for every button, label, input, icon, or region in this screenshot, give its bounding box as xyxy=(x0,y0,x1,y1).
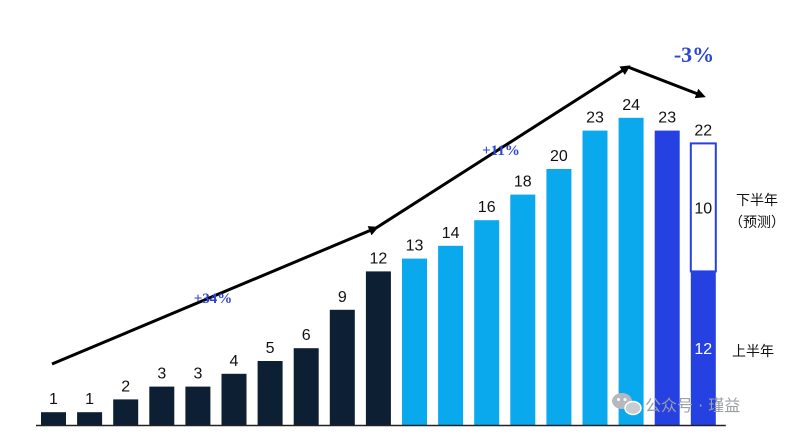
watermark: 公众号 · 瑾益 xyxy=(612,393,740,416)
growth-label-11: +11% xyxy=(482,143,520,159)
bar-value-label: 24 xyxy=(622,97,640,114)
segment-value-label: 12 xyxy=(694,341,712,358)
bar-value-label: 3 xyxy=(193,366,202,383)
bar-value-label: 14 xyxy=(442,225,460,242)
bar-value-label: 12 xyxy=(370,250,388,267)
bar xyxy=(402,258,427,425)
bar-value-label: 2 xyxy=(121,378,130,395)
bar xyxy=(257,361,283,425)
bar-value-label: 5 xyxy=(266,340,275,357)
growth-label-34: +34% xyxy=(194,291,233,307)
bar-value-label: 1 xyxy=(85,391,94,408)
growth-arrow-1 xyxy=(51,226,379,366)
wechat-icon xyxy=(612,393,642,416)
bar xyxy=(546,169,572,425)
second-half-label-line2: （预测） xyxy=(729,215,785,231)
bar xyxy=(185,386,211,425)
bar xyxy=(293,348,319,425)
bar-value-label: 23 xyxy=(658,110,676,127)
bar xyxy=(77,412,103,425)
bar xyxy=(41,412,66,425)
bar-value-label: 9 xyxy=(338,289,347,306)
bar xyxy=(618,117,644,426)
bar xyxy=(438,245,464,425)
bar-value-label: 1 xyxy=(49,391,58,408)
bar-value-label: 18 xyxy=(514,174,532,191)
bar-value-label: 6 xyxy=(302,327,311,344)
first-half-label: 上半年 xyxy=(732,344,774,360)
bar-value-label: 16 xyxy=(478,199,496,216)
growth-arrows xyxy=(51,65,706,366)
bar xyxy=(510,194,536,425)
bar xyxy=(365,271,391,425)
bar xyxy=(113,399,139,425)
bar-segment-second-half xyxy=(689,142,717,273)
bar xyxy=(149,386,175,425)
bar xyxy=(329,309,355,425)
bar-value-label: 23 xyxy=(586,110,604,127)
bars-group xyxy=(41,117,717,426)
bar-value-label: 4 xyxy=(230,353,239,370)
segment-value-label: 10 xyxy=(694,200,712,217)
bar-value-label: 3 xyxy=(157,366,166,383)
bar xyxy=(474,220,500,425)
decline-label-3: -3% xyxy=(674,42,714,67)
bar-value-label: 13 xyxy=(406,238,424,255)
watermark-text: 公众号 · 瑾益 xyxy=(645,396,740,415)
bar xyxy=(582,130,608,425)
decline-arrow xyxy=(627,65,706,99)
bar-value-label: 20 xyxy=(550,148,568,165)
second-half-label-line1: 下半年 xyxy=(736,193,778,209)
bar xyxy=(654,130,680,425)
bar xyxy=(221,373,247,425)
bar-value-label: 22 xyxy=(694,122,712,139)
bar-segment-first-half xyxy=(690,271,716,425)
growth-arrow-2 xyxy=(375,65,631,230)
